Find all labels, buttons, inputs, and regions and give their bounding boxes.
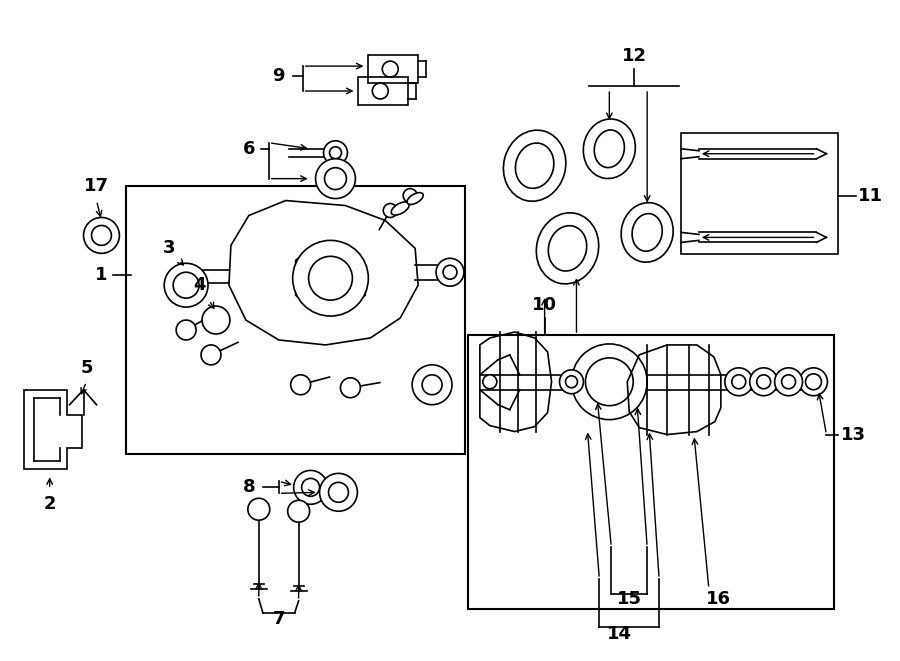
Circle shape (572, 344, 647, 420)
Circle shape (201, 345, 221, 365)
Text: 13: 13 (841, 426, 866, 444)
Ellipse shape (621, 203, 673, 262)
Text: 3: 3 (163, 239, 176, 257)
Circle shape (724, 368, 752, 396)
Text: 11: 11 (858, 186, 883, 204)
Ellipse shape (503, 130, 566, 201)
Circle shape (164, 263, 208, 307)
Circle shape (323, 141, 347, 165)
Circle shape (320, 473, 357, 511)
Ellipse shape (392, 202, 410, 215)
Circle shape (92, 225, 112, 245)
Text: 2: 2 (43, 495, 56, 514)
Circle shape (565, 376, 578, 388)
Circle shape (732, 375, 746, 389)
Circle shape (176, 320, 196, 340)
Circle shape (412, 365, 452, 405)
Circle shape (329, 147, 341, 159)
Text: 5: 5 (80, 359, 93, 377)
Bar (681, 133, 839, 254)
Circle shape (383, 204, 397, 217)
Circle shape (84, 217, 120, 253)
Circle shape (325, 168, 346, 190)
Ellipse shape (594, 130, 625, 168)
Text: 9: 9 (273, 67, 285, 85)
Ellipse shape (536, 213, 598, 284)
Circle shape (302, 479, 319, 496)
Text: 4: 4 (193, 276, 205, 294)
Circle shape (202, 306, 230, 334)
Circle shape (443, 265, 457, 279)
Ellipse shape (407, 192, 423, 204)
Circle shape (382, 61, 398, 77)
Circle shape (560, 370, 583, 394)
Ellipse shape (632, 214, 662, 251)
Circle shape (340, 378, 360, 398)
Text: 10: 10 (532, 296, 557, 314)
Text: 14: 14 (607, 625, 632, 642)
Circle shape (585, 358, 634, 406)
Circle shape (775, 368, 803, 396)
Circle shape (436, 258, 464, 286)
Bar (468, 335, 834, 609)
Circle shape (248, 498, 270, 520)
Text: 15: 15 (616, 590, 642, 608)
Text: 6: 6 (243, 139, 255, 158)
Circle shape (483, 375, 497, 389)
Circle shape (328, 483, 348, 502)
Bar (126, 186, 465, 455)
Text: 8: 8 (242, 479, 256, 496)
Circle shape (293, 471, 328, 504)
Circle shape (403, 188, 417, 202)
Circle shape (309, 256, 353, 300)
Text: 17: 17 (84, 176, 109, 194)
Circle shape (757, 375, 770, 389)
Circle shape (291, 375, 310, 395)
Circle shape (173, 272, 199, 298)
Circle shape (373, 83, 388, 99)
Circle shape (292, 241, 368, 316)
Circle shape (799, 368, 827, 396)
Text: 12: 12 (622, 47, 647, 65)
Circle shape (288, 500, 310, 522)
Circle shape (422, 375, 442, 395)
Ellipse shape (516, 143, 554, 188)
Circle shape (781, 375, 796, 389)
Text: 1: 1 (95, 266, 108, 284)
Circle shape (806, 374, 822, 390)
Circle shape (316, 159, 356, 198)
Ellipse shape (548, 225, 587, 271)
Ellipse shape (583, 119, 635, 178)
Text: 16: 16 (706, 590, 732, 608)
Circle shape (750, 368, 778, 396)
Text: 7: 7 (273, 610, 285, 628)
